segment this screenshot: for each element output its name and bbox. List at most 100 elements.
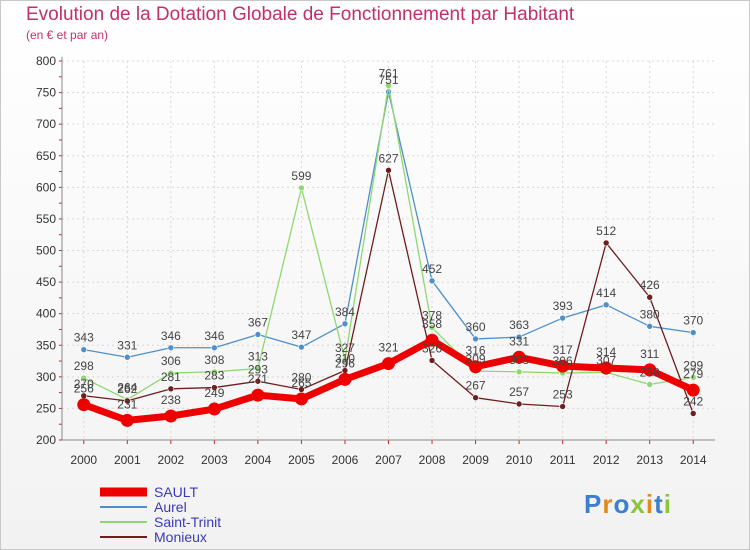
x-tick-label: 2010 xyxy=(506,453,533,467)
y-tick-label: 450 xyxy=(36,275,56,289)
data-label: 512 xyxy=(596,224,616,238)
data-point xyxy=(556,359,570,373)
y-tick-label: 650 xyxy=(36,149,56,163)
data-label: 299 xyxy=(683,358,703,372)
data-label: 271 xyxy=(248,372,268,386)
data-label: 599 xyxy=(291,169,311,183)
data-point xyxy=(689,374,697,381)
data-point xyxy=(341,320,349,328)
data-point xyxy=(382,357,395,371)
data-point xyxy=(602,239,610,247)
y-tick-label: 250 xyxy=(36,401,56,415)
y-tick-label: 800 xyxy=(36,54,56,68)
data-point xyxy=(425,333,439,347)
x-tick-label: 2006 xyxy=(332,453,359,467)
chart-subtitle: (en € et par an) xyxy=(26,28,109,42)
data-point xyxy=(298,184,305,192)
data-label: 267 xyxy=(466,379,486,393)
data-label: 288 xyxy=(640,365,660,379)
data-label: 308 xyxy=(509,353,529,367)
data-point xyxy=(515,400,523,408)
data-point xyxy=(472,335,479,343)
data-point xyxy=(167,385,175,393)
data-label: 306 xyxy=(161,354,181,368)
data-label: 393 xyxy=(553,299,573,313)
x-tick-label: 2005 xyxy=(288,453,315,467)
x-tick-label: 2001 xyxy=(114,453,141,467)
series-layer xyxy=(77,82,700,427)
legend-label: Monieux xyxy=(154,529,207,545)
data-point xyxy=(385,82,392,89)
data-point xyxy=(599,361,613,375)
data-point xyxy=(298,343,305,351)
data-label: 317 xyxy=(553,343,573,357)
data-label: 414 xyxy=(596,286,616,300)
data-label: 296 xyxy=(335,356,355,370)
data-point xyxy=(643,363,657,377)
data-label: 346 xyxy=(204,329,224,343)
data-label: 321 xyxy=(378,341,398,355)
x-tick-label: 2007 xyxy=(375,453,402,467)
data-label: 264 xyxy=(117,381,137,395)
data-point xyxy=(469,360,483,374)
chart-title: Evolution de la Dotation Globale de Fonc… xyxy=(26,4,575,25)
data-point xyxy=(124,397,131,405)
data-label: 270 xyxy=(74,377,94,391)
data-point xyxy=(512,350,526,364)
data-point xyxy=(686,383,700,397)
data-point xyxy=(251,388,265,402)
axes: 200 250 300 350 400 450 500 550 600 650 700 750 800 2… xyxy=(36,54,715,467)
data-point xyxy=(80,374,88,382)
data-label: 360 xyxy=(466,320,486,334)
data-label: 238 xyxy=(161,393,181,407)
data-point xyxy=(80,346,88,353)
data-label: 249 xyxy=(204,386,224,400)
y-tick-label: 750 xyxy=(36,86,56,100)
x-tick-label: 2008 xyxy=(419,453,446,467)
data-point xyxy=(602,301,610,309)
data-point xyxy=(211,384,218,391)
data-point xyxy=(646,322,654,330)
data-label: 298 xyxy=(74,359,94,373)
y-tick-label: 200 xyxy=(36,433,56,447)
data-label: 306 xyxy=(553,354,573,368)
legend-label: Aurel xyxy=(154,499,187,515)
data-label: 367 xyxy=(248,316,268,330)
data-label: 326 xyxy=(422,341,442,355)
data-point xyxy=(124,353,131,361)
data-point xyxy=(646,293,654,301)
data-label: 331 xyxy=(117,338,137,352)
y-tick-label: 300 xyxy=(36,370,56,384)
data-point xyxy=(689,410,697,417)
data-point xyxy=(472,394,479,401)
gridlines xyxy=(62,60,715,441)
data-label: 384 xyxy=(335,305,355,319)
y-tick-label: 500 xyxy=(36,244,56,258)
data-label: 452 xyxy=(422,262,442,276)
data-label: 313 xyxy=(248,350,268,364)
data-point xyxy=(207,402,221,416)
x-tick-label: 2002 xyxy=(157,453,184,467)
data-label: 280 xyxy=(291,370,311,384)
legend-label: Saint-Trinit xyxy=(154,514,221,530)
data-label: 378 xyxy=(422,309,442,323)
proxiti-logo: Proxiti xyxy=(584,489,672,519)
data-label: 358 xyxy=(422,317,442,331)
data-label: 426 xyxy=(640,278,660,292)
data-label: 256 xyxy=(74,382,94,396)
data-label: 307 xyxy=(596,353,616,367)
data-label: 281 xyxy=(161,370,181,384)
data-label: 363 xyxy=(509,318,529,332)
legend-label: SAULT xyxy=(154,484,199,500)
data-point xyxy=(338,372,352,386)
y-tick-label: 700 xyxy=(36,117,56,131)
data-label: 262 xyxy=(117,382,137,396)
data-point xyxy=(167,369,175,377)
data-label: 311 xyxy=(640,347,659,361)
x-tick-label: 2013 xyxy=(636,453,663,467)
data-label: 327 xyxy=(335,341,355,355)
data-label: 257 xyxy=(509,385,529,399)
data-label: 279 xyxy=(683,367,703,381)
